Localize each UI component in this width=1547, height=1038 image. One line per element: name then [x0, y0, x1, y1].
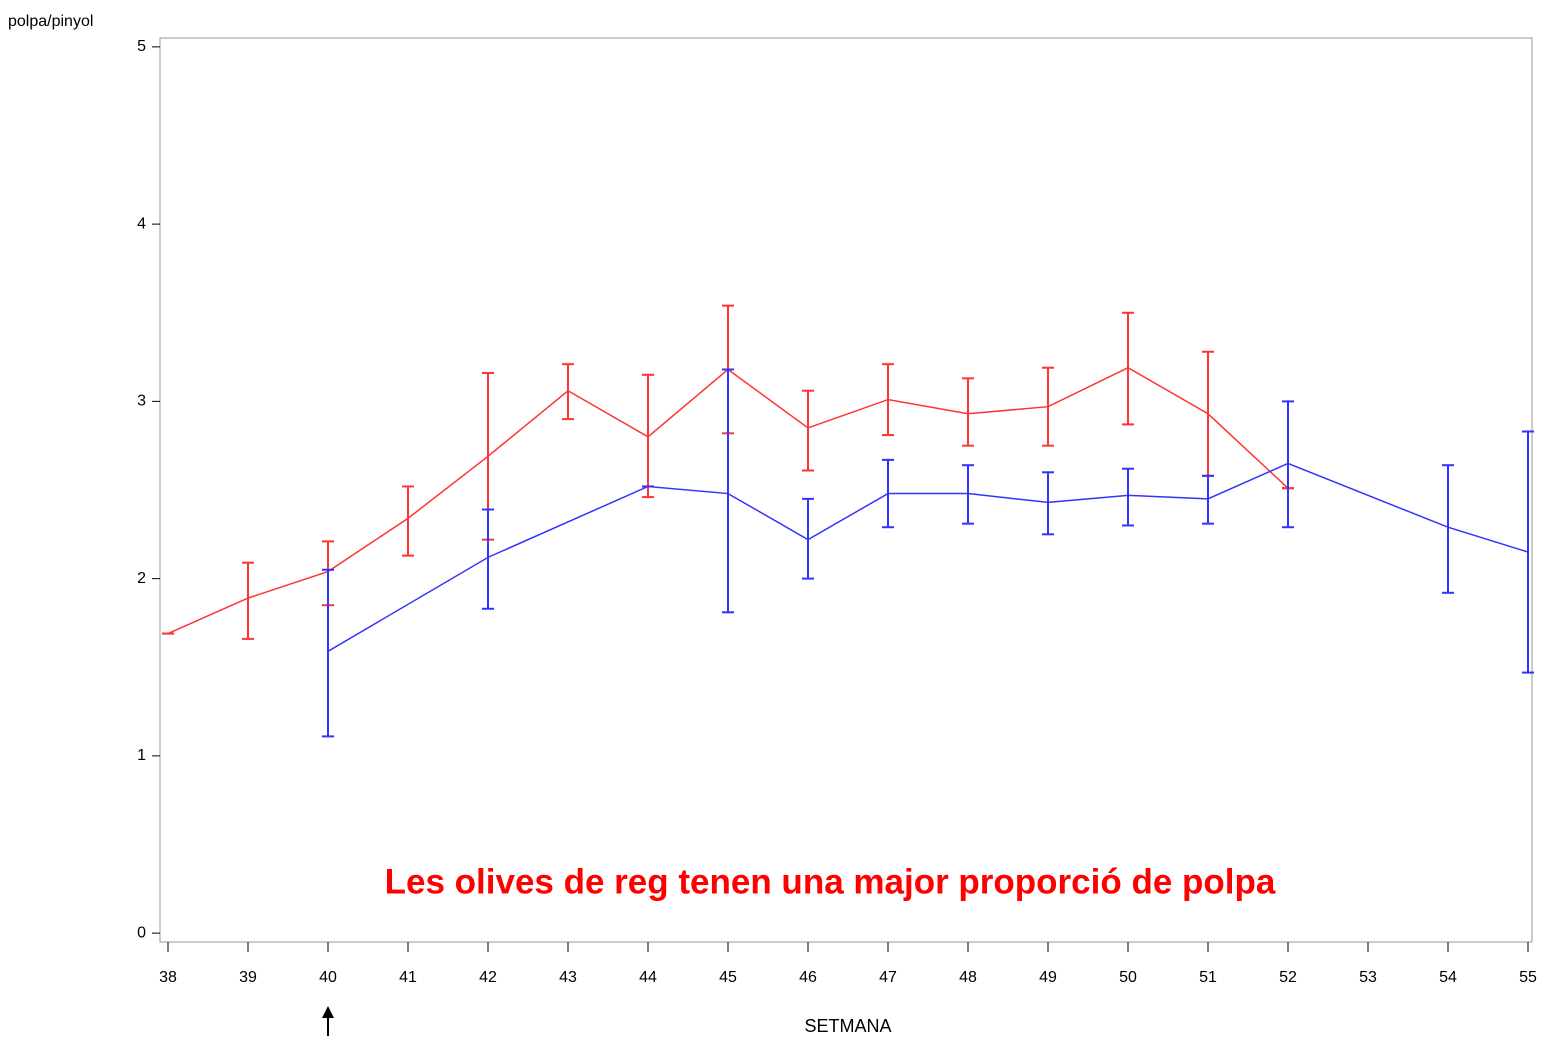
error-bar	[1122, 311, 1134, 426]
x-tick-label: 49	[1039, 969, 1057, 986]
error-bar	[1442, 464, 1454, 594]
x-tick-label: 41	[399, 969, 417, 986]
error-bar	[1202, 350, 1214, 477]
error-bar	[1522, 430, 1534, 674]
error-bar	[1042, 471, 1054, 536]
error-bar	[322, 568, 334, 738]
y-tick-label: 4	[137, 215, 146, 232]
y-tick-label: 1	[137, 747, 146, 764]
x-tick-label: 55	[1519, 969, 1537, 986]
error-bar	[482, 508, 494, 610]
x-tick-label: 52	[1279, 969, 1297, 986]
y-tick-label: 0	[137, 924, 146, 941]
error-bar	[1042, 366, 1054, 447]
x-tick-label: 42	[479, 969, 497, 986]
y-tick-label: 5	[137, 38, 146, 55]
plot-frame	[159, 37, 1533, 943]
error-bar	[562, 363, 574, 421]
y-tick-label: 3	[137, 393, 146, 410]
x-tick-label: 38	[159, 969, 177, 986]
x-tick-label: 39	[239, 969, 257, 986]
error-bar	[962, 464, 974, 525]
x-tick-label: 54	[1439, 969, 1457, 986]
x-tick-label: 50	[1119, 969, 1137, 986]
x-tick-label: 46	[799, 969, 817, 986]
error-bar	[1122, 467, 1134, 527]
x-tick-label: 47	[879, 969, 897, 986]
error-bar	[242, 561, 254, 640]
y-axis-label: polpa/pinyol	[8, 13, 93, 30]
x-tick-label: 48	[959, 969, 977, 986]
x-tick-label: 53	[1359, 969, 1377, 986]
error-bar	[882, 458, 894, 529]
error-bar	[962, 377, 974, 447]
error-bar	[802, 497, 814, 580]
y-tick-label: 2	[137, 570, 146, 587]
error-bar	[882, 363, 894, 437]
x-tick-label: 44	[639, 969, 657, 986]
x-axis-label: SETMANA	[804, 1016, 891, 1036]
error-bar	[642, 373, 654, 499]
error-bar	[1282, 400, 1294, 529]
error-bar	[722, 368, 734, 614]
error-bar	[802, 389, 814, 472]
x-tick-label: 43	[559, 969, 577, 986]
annotation: Les olives de reg tenen una major propor…	[385, 862, 1276, 901]
arrow	[322, 1006, 334, 1036]
x-tick-label: 40	[319, 969, 337, 986]
x-tick-label: 45	[719, 969, 737, 986]
series-line	[327, 462, 1529, 652]
error-bar	[1202, 474, 1214, 525]
x-tick-label: 51	[1199, 969, 1217, 986]
error-bar	[402, 485, 414, 557]
